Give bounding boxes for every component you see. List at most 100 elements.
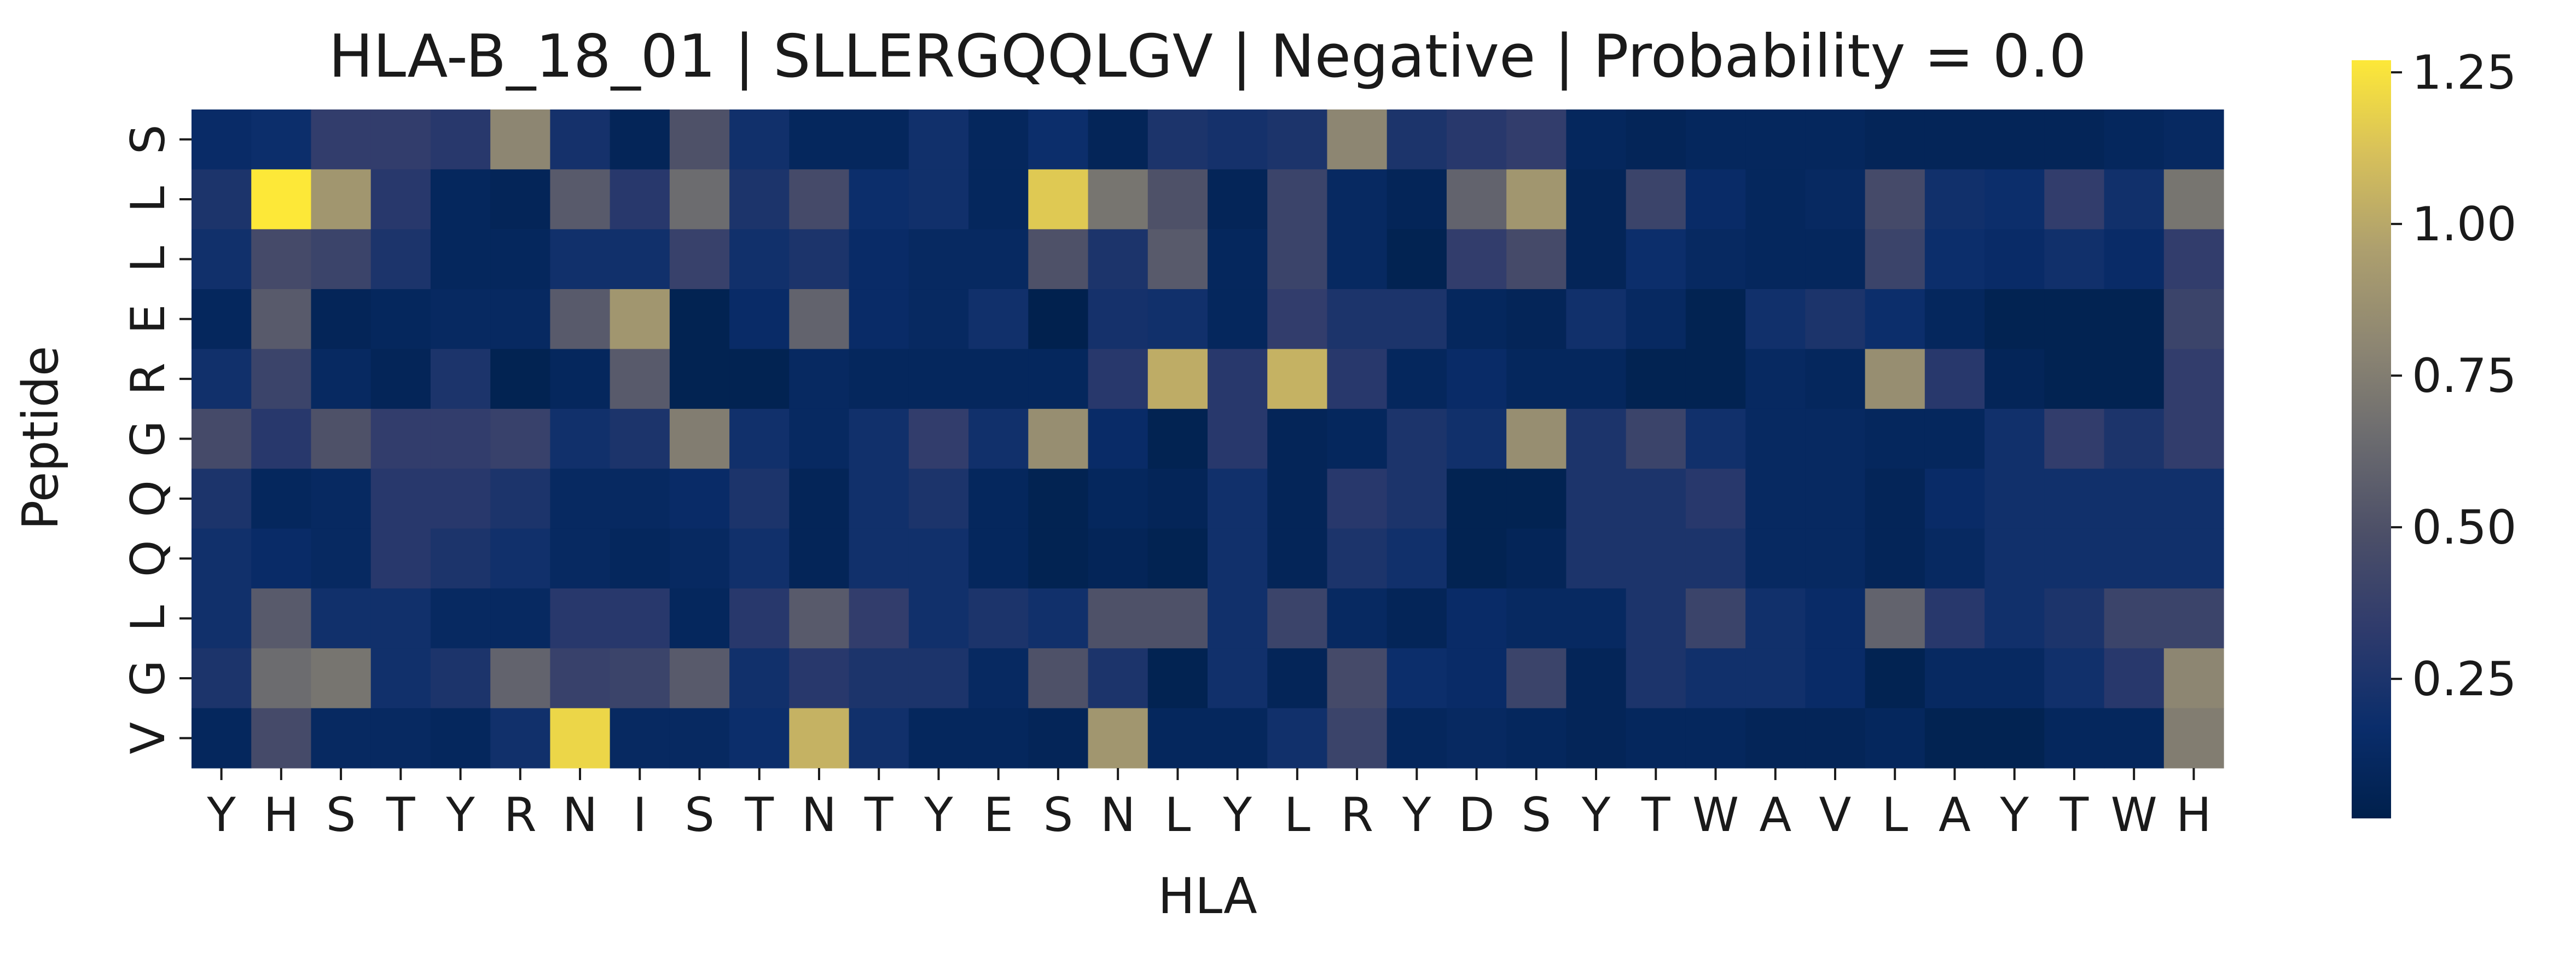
heatmap-cell	[1446, 469, 1507, 529]
heatmap-cell	[251, 648, 312, 709]
x-tick-label: R	[1341, 788, 1373, 842]
heatmap-cell	[251, 349, 312, 409]
heatmap-cell	[968, 229, 1029, 290]
heatmap-cell	[669, 109, 730, 170]
heatmap-cell	[1685, 289, 1746, 350]
y-tick-label: E	[121, 304, 176, 334]
heatmap-cell	[1566, 588, 1627, 649]
x-tick-label: H	[2176, 788, 2212, 842]
heatmap-cell	[849, 708, 909, 769]
heatmap-cell	[1924, 528, 1985, 589]
heatmap-cell	[1208, 229, 1268, 290]
heatmap-cell	[968, 289, 1029, 350]
heatmap-cell	[192, 708, 252, 769]
heatmap-cell	[251, 229, 312, 290]
heatmap-cell	[908, 408, 969, 469]
heatmap-cell	[1028, 648, 1089, 709]
heatmap-cell	[729, 349, 790, 409]
heatmap-cell	[2044, 469, 2105, 529]
heatmap-cell	[490, 169, 551, 230]
heatmap-cell	[1805, 588, 1866, 649]
heatmap-cell	[789, 408, 850, 469]
heatmap-cell	[729, 708, 790, 769]
heatmap-cell	[1386, 528, 1447, 589]
heatmap-cell	[1685, 169, 1746, 230]
heatmap-cell	[192, 289, 252, 350]
heatmap-cell	[251, 109, 312, 170]
heatmap-cell	[968, 469, 1029, 529]
x-tick-label: D	[1458, 788, 1494, 842]
heatmap-cell	[1327, 109, 1388, 170]
heatmap-cell	[1865, 528, 1925, 589]
heatmap-cell	[490, 349, 551, 409]
heatmap-cell	[1924, 469, 1985, 529]
heatmap-cell	[1745, 528, 1806, 589]
heatmap-cell	[1327, 528, 1388, 589]
heatmap-cell	[1805, 708, 1866, 769]
heatmap-cell	[2044, 588, 2105, 649]
heatmap-cell	[1566, 169, 1627, 230]
heatmap-cell	[1745, 169, 1806, 230]
heatmap-cell	[1267, 469, 1328, 529]
heatmap-cell	[1208, 349, 1268, 409]
heatmap-cell	[1924, 109, 1985, 170]
heatmap-cell	[2044, 229, 2105, 290]
heatmap-cell	[192, 408, 252, 469]
heatmap-cell	[2163, 708, 2224, 769]
heatmap-cell	[968, 109, 1029, 170]
x-tick-label: A	[1759, 788, 1791, 842]
x-tick-label: T	[864, 788, 894, 842]
heatmap-cell	[1327, 588, 1388, 649]
heatmap-cell	[789, 588, 850, 649]
heatmap-cell	[729, 169, 790, 230]
heatmap-cell	[2044, 528, 2105, 589]
y-tick-label: G	[121, 660, 176, 697]
heatmap-cell	[192, 109, 252, 170]
heatmap-cell	[430, 349, 491, 409]
x-tick-label: S	[326, 788, 356, 842]
heatmap-cell	[2163, 648, 2224, 709]
heatmap-cell	[1327, 469, 1388, 529]
heatmap-cell	[1028, 469, 1089, 529]
heatmap-cell	[1985, 229, 2045, 290]
heatmap-cell	[311, 289, 372, 350]
heatmap-cell	[1088, 708, 1148, 769]
x-tick-label: N	[562, 788, 597, 842]
y-axis-label: Peptide	[12, 346, 69, 530]
heatmap-cell	[968, 349, 1029, 409]
heatmap-cell	[1446, 229, 1507, 290]
heatmap-cell	[370, 648, 431, 709]
heatmap-cell	[430, 169, 491, 230]
heatmap-cell	[1865, 169, 1925, 230]
heatmap-cell	[1088, 528, 1148, 589]
heatmap-cell	[1506, 708, 1567, 769]
heatmap-cell	[2044, 289, 2105, 350]
heatmap-cell	[1386, 648, 1447, 709]
x-tick-label: N	[1100, 788, 1135, 842]
heatmap-cell	[1745, 408, 1806, 469]
heatmap-cell	[1985, 648, 2045, 709]
heatmap-cell	[669, 528, 730, 589]
heatmap-cell	[2044, 408, 2105, 469]
heatmap-cell	[2163, 588, 2224, 649]
heatmap-cell	[1208, 588, 1268, 649]
heatmap-cell	[370, 229, 431, 290]
heatmap-cell	[789, 289, 850, 350]
heatmap-cell	[1088, 648, 1148, 709]
heatmap-cell	[1566, 469, 1627, 529]
heatmap-cell	[1985, 169, 2045, 230]
x-tick-label: E	[984, 788, 1013, 842]
colorbar-tick-label: 1.25	[2412, 45, 2516, 100]
heatmap-cell	[1626, 169, 1686, 230]
heatmap-cell	[1147, 588, 1208, 649]
heatmap-cell	[849, 469, 909, 529]
heatmap-cell	[430, 648, 491, 709]
heatmap-cell	[192, 169, 252, 230]
heatmap-cell	[2163, 469, 2224, 529]
heatmap-cell	[1506, 169, 1567, 230]
heatmap-cell	[1506, 289, 1567, 350]
x-tick-label: I	[633, 788, 647, 842]
heatmap-cell	[669, 469, 730, 529]
heatmap-cell	[311, 349, 372, 409]
